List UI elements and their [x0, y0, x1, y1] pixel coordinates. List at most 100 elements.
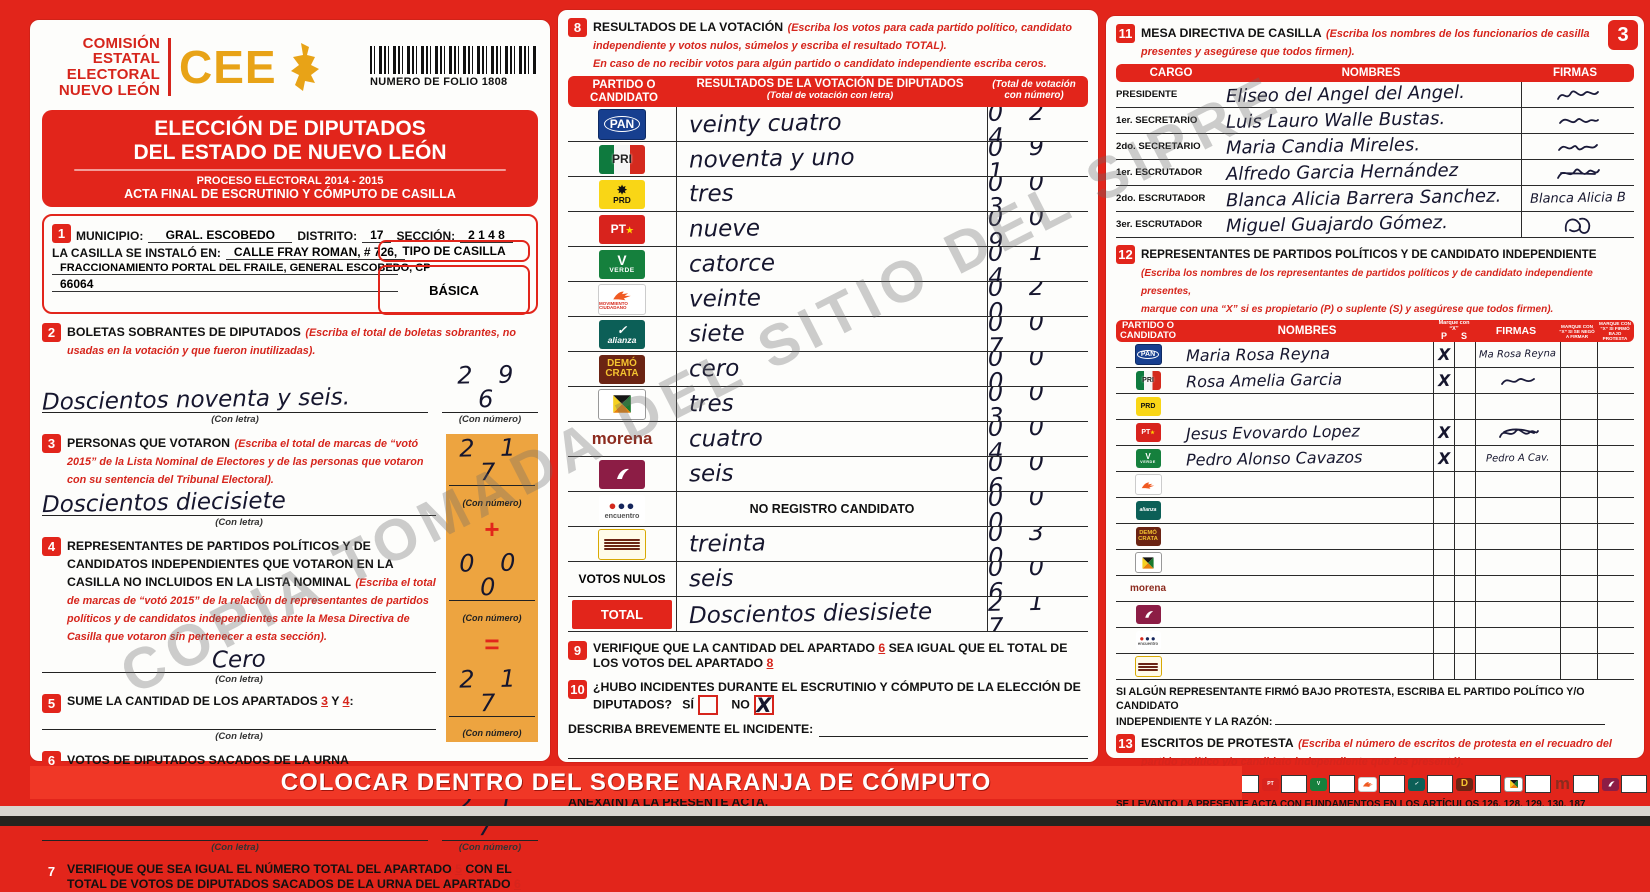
- tipo-de-casilla: TIPO DE CASILLA BÁSICA: [378, 240, 530, 316]
- section-instructions: (Escriba el total de marcas de “votó 201…: [67, 438, 424, 487]
- personas-con-letra: Doscientos diecisiete: [41, 487, 286, 519]
- con-numero-caption: (Con número): [462, 728, 522, 739]
- section-1-casilla: 1 MUNICIPIO: GRAL. ESCOBEDO DISTRITO: 17…: [42, 214, 538, 316]
- rep-row-verde: V VERDE Pedro Alonso Cavazos X Pedro A Ca…: [1116, 446, 1634, 473]
- section-7-verificacion: 7 VERIFIQUE QUE SEA IGUAL EL NÚMERO TOTA…: [42, 862, 538, 892]
- propietario-x: X: [1437, 423, 1451, 443]
- prd-logo: PRD: [1135, 397, 1161, 417]
- describa-label: DESCRIBA BREVEMENTE EL INCIDENTE:: [568, 721, 814, 736]
- signature-scribble: [1521, 212, 1634, 237]
- pan-logo: PAN: [1134, 344, 1162, 366]
- protest-count-box: [1379, 775, 1405, 794]
- vote-digits: 0 0 6: [988, 562, 1054, 597]
- vote-row-pt: PT★ nueve 0 0 9: [568, 212, 1088, 248]
- section-title: PERSONAS QUE VOTARON: [67, 436, 231, 451]
- rep-firma: Ma Rosa Reyna: [1479, 348, 1557, 361]
- section-number: 13: [1116, 734, 1135, 754]
- col-bajo-protesta: MARQUE CON “X” SI FIRMÓ BAJO PROTESTA: [1599, 321, 1631, 342]
- section-number: 6: [42, 751, 61, 771]
- section-number: 9: [568, 641, 587, 661]
- vote-digits: 0 3 0: [988, 527, 1054, 562]
- org-line: ESTATAL: [92, 50, 160, 68]
- section-number: 4: [42, 537, 61, 557]
- section-number: 3: [42, 434, 61, 454]
- propietario-x: X: [1437, 449, 1451, 469]
- vote-row-pan: PAN veinty cuatro 0 2 4: [568, 107, 1088, 143]
- representantes-con-numero: 0 0 0: [458, 548, 525, 602]
- morena-logo: morena: [591, 428, 653, 448]
- con-numero-caption: (Con número): [462, 612, 522, 623]
- vote-digits: 0 0 4: [988, 422, 1054, 457]
- vote-digits: 0 2 0: [988, 282, 1054, 317]
- con-letra-caption: (Con letra): [215, 517, 263, 529]
- domicilio-line2: FRACCIONAMIENTO PORTAL DEL FRAILE, GENER…: [52, 262, 431, 276]
- cruzada-ciudadana-logo: [1134, 552, 1162, 574]
- municipio-label: MUNICIPIO:: [76, 229, 144, 244]
- rep-row-humanista: [1116, 602, 1634, 629]
- nueva-alianza-logo: ✓ alianza: [599, 319, 645, 349]
- humanista-logo: [1602, 777, 1619, 791]
- si-label: SÍ: [682, 696, 694, 711]
- vote-words: treinta: [688, 530, 766, 558]
- seccion-value: 2 1 4 8: [460, 228, 513, 244]
- mesa-table-header: CARGO NOMBRES FIRMAS: [1116, 64, 1634, 82]
- vote-row-nueva-alianza: ✓ alianza siete 0 0 7: [568, 317, 1088, 353]
- vote-words: cero: [688, 355, 740, 383]
- incidentes-question: ¿HUBO INCIDENTES DURANTE EL ESCRUTINIO Y…: [593, 679, 1081, 717]
- encuentro-social-logo: ●●● encuentro: [1135, 631, 1161, 651]
- col-numero: (Total de votación con número): [992, 79, 1076, 102]
- pri-logo: PRI: [1135, 371, 1161, 391]
- democrata-logo: DEMÓ CRATA: [1135, 527, 1161, 547]
- vote-digits: 0 0 6: [988, 457, 1054, 492]
- col-nego-firmar: MARQUE CON “X” SI SE NEGÓ A FIRMAR: [1559, 323, 1595, 339]
- vote-words: tres: [688, 390, 734, 418]
- section-number: 2: [42, 323, 61, 343]
- morena-logo: m: [1555, 773, 1570, 793]
- acta-subtitle: ACTA FINAL DE ESCRUTINIO Y CÓMPUTO DE CA…: [124, 187, 456, 202]
- vote-digits: 0 0 3: [988, 387, 1054, 422]
- signature-scribble: [1475, 420, 1560, 446]
- funcionario-nombre: Maria Candia Mireles.: [1225, 134, 1421, 159]
- col-firmas: FIRMAS: [1552, 67, 1598, 79]
- pri-logo: PRI: [599, 144, 645, 174]
- vote-row-total: TOTAL Doscientos diesisiete 2 1 7: [568, 597, 1088, 633]
- col-cargo: CARGO: [1149, 67, 1193, 79]
- cruzada-ciudadana-logo: [598, 388, 646, 420]
- title-line2: DEL ESTADO DE NUEVO LEÓN: [133, 140, 447, 164]
- mesa-row-1er-secretario: 1er. SECRETARIO Luis Lauro Walle Bustas.: [1116, 108, 1634, 134]
- protest-count-box: [1475, 775, 1501, 794]
- vote-row-pri: PRI noventa y uno 0 9 1: [568, 142, 1088, 178]
- personas-con-numero: 2 1 7: [458, 433, 525, 487]
- rep-row-pan: PAN Maria Rosa Reyna X Ma Rosa Reyna: [1116, 342, 1634, 369]
- section-instructions: (Escriba los nombres de los representant…: [1141, 268, 1593, 297]
- vote-words: catorce: [688, 250, 776, 278]
- vote-row-encuentro-social: ●●● encuentro NO REGISTRO CANDIDATO 0 0 0: [568, 492, 1088, 528]
- vote-digits: 0 0 0: [988, 492, 1054, 527]
- total-digits: 2 1 7: [988, 597, 1054, 632]
- vote-words: siete: [688, 320, 745, 348]
- section-instructions: (Escriba el total de boletas sobrantes, …: [67, 327, 516, 358]
- col-partido: PARTIDO O CANDIDATO: [590, 79, 658, 104]
- mesa-row-1er-escrutador: 1er. ESCRUTADOR Alfredo Garcia Hernández: [1116, 160, 1634, 186]
- org-name: COMISIÓN ESTATAL ELECTORAL NUEVO LEÓN: [42, 36, 160, 98]
- vote-words: tres: [688, 180, 734, 208]
- pt-logo: PT: [1262, 777, 1279, 791]
- section-title: VOTOS DE DIPUTADOS SACADOS DE LA URNA: [67, 753, 349, 768]
- proceso-electoral: PROCESO ELECTORAL 2014 - 2015: [196, 175, 384, 188]
- no-x-mark: X: [755, 692, 772, 717]
- left-column: COMISIÓN ESTATAL ELECTORAL NUEVO LEÓN CE…: [30, 20, 550, 891]
- total-words: Doscientos diesisiete: [688, 598, 933, 629]
- vote-words: veinte: [688, 285, 762, 313]
- propietario-x: X: [1437, 345, 1451, 365]
- verde-logo: V VERDE: [599, 249, 645, 279]
- section-2-boletas-sobrantes: 2 BOLETAS SOBRANTES DE DIPUTADOS (Escrib…: [42, 323, 538, 425]
- org-line: ELECTORAL: [66, 66, 160, 83]
- tipo-value: BÁSICA: [378, 265, 530, 316]
- movimiento-ciudadano-logo: [1358, 776, 1377, 792]
- candidato-independiente-logo: [598, 528, 646, 560]
- section-title: SUME LA CANTIDAD DE LOS APARTADOS 3 Y 4:: [67, 694, 354, 709]
- vote-row-votos-nulos: VOTOS NULOS seis 0 0 6: [568, 562, 1088, 598]
- prd-logo: ✸ PRD: [599, 179, 645, 209]
- rep-row-democrata: DEMÓ CRATA: [1116, 524, 1634, 551]
